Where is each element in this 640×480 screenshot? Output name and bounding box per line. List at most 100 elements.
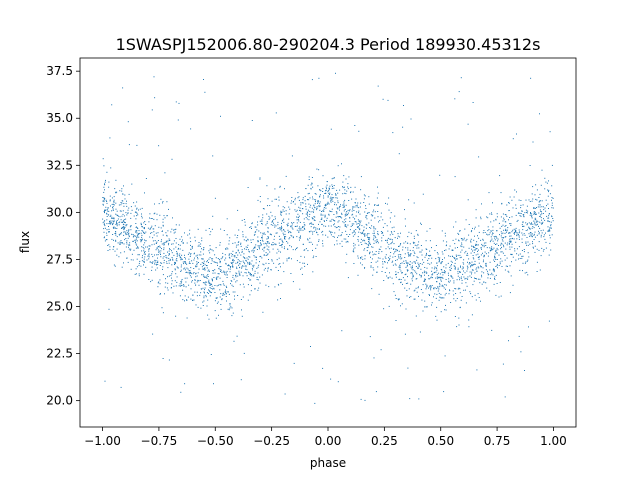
- data-point: [475, 254, 477, 256]
- data-point: [464, 228, 466, 230]
- data-point: [381, 251, 383, 253]
- data-point: [255, 256, 257, 258]
- data-point: [330, 231, 332, 233]
- data-point: [216, 297, 218, 299]
- data-point: [540, 217, 542, 219]
- data-point: [482, 239, 484, 241]
- data-point: [455, 293, 457, 294]
- data-point: [115, 239, 117, 241]
- data-point: [509, 248, 511, 250]
- data-point: [158, 246, 159, 247]
- data-point: [526, 244, 527, 246]
- data-point: [168, 275, 170, 277]
- data-point: [321, 218, 323, 220]
- data-point: [257, 240, 259, 242]
- data-point: [400, 305, 401, 307]
- data-point: [263, 232, 265, 234]
- data-point: [367, 236, 368, 238]
- data-point: [429, 250, 431, 252]
- data-point: [281, 246, 283, 248]
- data-point: [151, 109, 153, 111]
- data-point: [126, 232, 128, 234]
- data-point: [438, 292, 440, 294]
- data-point: [137, 233, 139, 235]
- data-point: [109, 246, 111, 248]
- data-point: [353, 231, 355, 233]
- data-point: [277, 224, 279, 226]
- data-point: [284, 207, 286, 209]
- data-point: [268, 263, 270, 264]
- data-point: [318, 223, 319, 225]
- data-point: [385, 257, 387, 259]
- data-point: [322, 175, 324, 177]
- data-point: [184, 257, 186, 258]
- data-point: [360, 202, 362, 204]
- data-point: [500, 258, 502, 260]
- data-point: [261, 219, 263, 221]
- data-point: [313, 209, 315, 211]
- data-point: [171, 277, 172, 279]
- data-point: [203, 282, 205, 284]
- data-point: [451, 261, 453, 263]
- data-point: [246, 269, 248, 271]
- data-point: [175, 285, 177, 287]
- data-point: [266, 222, 268, 224]
- data-point: [534, 224, 536, 226]
- data-point: [128, 236, 130, 238]
- data-point: [127, 212, 129, 214]
- data-point: [366, 213, 368, 214]
- data-point: [452, 277, 454, 279]
- data-point: [495, 249, 497, 251]
- data-point: [547, 230, 549, 232]
- data-point: [399, 268, 401, 270]
- data-point: [364, 267, 366, 269]
- data-point: [365, 216, 367, 218]
- data-point: [430, 287, 432, 289]
- data-point: [103, 237, 105, 239]
- data-point: [220, 293, 222, 295]
- data-point: [393, 253, 395, 255]
- data-point: [552, 207, 554, 209]
- data-point: [172, 292, 174, 294]
- data-point: [355, 215, 357, 217]
- data-point: [351, 232, 353, 234]
- data-point: [480, 216, 482, 218]
- data-point: [333, 236, 335, 238]
- data-point: [463, 267, 464, 269]
- data-point: [324, 215, 326, 217]
- data-point: [116, 236, 118, 238]
- data-point: [230, 266, 231, 268]
- x-tick-label: 0.50: [427, 434, 454, 448]
- data-point: [202, 305, 204, 306]
- data-point: [184, 267, 186, 269]
- data-point: [156, 262, 158, 264]
- data-point: [445, 249, 447, 251]
- data-point: [428, 258, 430, 260]
- data-point: [422, 259, 423, 261]
- data-point: [406, 269, 408, 271]
- data-point: [112, 209, 114, 211]
- data-point: [208, 269, 210, 271]
- data-point: [143, 232, 145, 234]
- data-point: [119, 210, 121, 212]
- data-point: [339, 206, 340, 208]
- data-point: [262, 248, 264, 250]
- data-point: [299, 210, 301, 211]
- data-point: [261, 239, 263, 241]
- data-point: [489, 247, 491, 249]
- data-point: [519, 215, 521, 217]
- data-point: [508, 219, 509, 221]
- data-point: [284, 188, 285, 190]
- data-point: [104, 209, 106, 211]
- data-point: [483, 254, 485, 256]
- data-point: [389, 259, 390, 261]
- data-point: [278, 263, 280, 265]
- data-point: [491, 272, 493, 274]
- data-point: [523, 249, 525, 250]
- data-point: [535, 198, 537, 200]
- data-point: [289, 237, 291, 239]
- data-point: [387, 99, 389, 101]
- data-point: [504, 236, 506, 238]
- data-point: [469, 275, 471, 277]
- data-point: [396, 249, 398, 251]
